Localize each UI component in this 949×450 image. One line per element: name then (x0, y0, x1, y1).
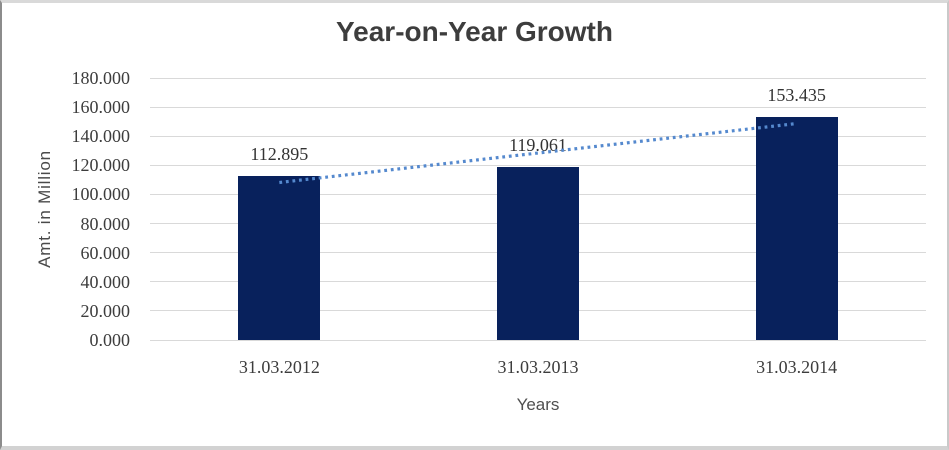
y-axis-tick-label: 140.000 (71, 126, 131, 147)
trendline (279, 121, 797, 185)
x-axis-title: Years (516, 395, 560, 414)
y-axis-tick-label: 0.000 (89, 330, 131, 350)
y-axis-tick-label: 100.000 (71, 184, 131, 205)
y-axis-tick-label: 160.000 (71, 97, 131, 118)
bar (238, 175, 321, 340)
y-axis-tick-label: 180.000 (71, 68, 131, 88)
x-axis-category-label: 31.03.2013 (497, 357, 579, 377)
bar (755, 116, 838, 340)
trendline-dotted-line (279, 121, 797, 185)
bar (497, 166, 579, 340)
gridline (150, 339, 926, 341)
y-axis-tick-label: 120.000 (71, 155, 131, 176)
gridline (150, 164, 926, 166)
bar-data-label: 119.061 (509, 134, 567, 155)
bar-data-label: 153.435 (767, 84, 826, 105)
gridline (150, 106, 926, 108)
bar-data-label: 112.895 (250, 143, 309, 164)
x-axis-category-label: 31.03.2014 (756, 357, 838, 377)
x-axis-category-label: 31.03.2012 (238, 357, 320, 377)
gridline (150, 135, 926, 137)
y-axis-tick-label: 40.000 (80, 271, 131, 292)
gridline (150, 77, 926, 79)
y-axis-tick-label: 20.000 (80, 300, 131, 321)
chart-title: Year-on-Year Growth (336, 16, 613, 47)
y-axis-tick-label: 80.000 (80, 213, 131, 234)
y-axis-tick-label: 60.000 (80, 242, 131, 263)
